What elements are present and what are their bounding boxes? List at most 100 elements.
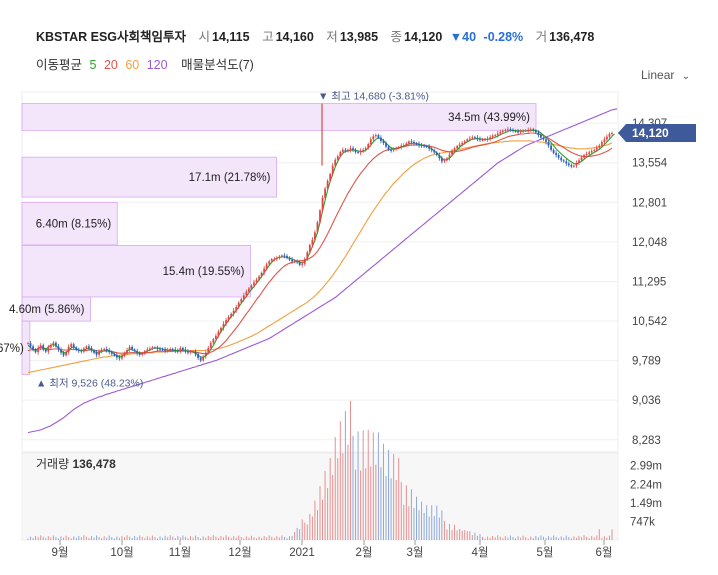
candle-body	[288, 257, 291, 260]
candle-body	[603, 139, 606, 142]
candle-body	[291, 259, 293, 262]
candle-body	[347, 149, 349, 151]
candle-body	[595, 147, 598, 150]
time-tick-label: 12월	[228, 546, 251, 559]
candle-body	[110, 352, 113, 354]
volume-profile-bar	[21, 201, 118, 246]
candle-body	[321, 197, 324, 211]
candle-body	[362, 149, 365, 151]
candle-body	[194, 351, 197, 355]
volume-profile-label: 34.5m (43.99%)	[448, 112, 530, 124]
candle-body	[390, 149, 392, 151]
candle-body	[161, 348, 164, 350]
candle-body	[372, 136, 375, 140]
candle-body	[90, 347, 93, 351]
candle-body	[42, 345, 45, 350]
candle-body	[133, 349, 136, 352]
candle-body	[179, 347, 182, 352]
time-tick-label: 4월	[472, 546, 489, 559]
ma120-line	[27, 108, 618, 434]
open-value: 14,115	[212, 30, 250, 44]
candle-body	[425, 146, 428, 148]
change-percent: -0.28%	[483, 30, 524, 44]
candle-body	[47, 347, 50, 352]
candle-body	[32, 346, 34, 350]
candle-body	[440, 158, 443, 162]
candle-body	[148, 348, 151, 350]
volume-profile-label: 4.60m (5.86%)	[9, 304, 85, 316]
candle-body	[326, 180, 329, 189]
candle-body	[314, 232, 316, 240]
ma120-legend: 120	[146, 58, 168, 72]
candle-body	[352, 148, 354, 150]
candle-body	[232, 310, 235, 314]
candle-body	[509, 129, 512, 131]
candle-body	[471, 137, 474, 139]
open-label: 시	[198, 30, 211, 44]
ma-legend[interactable]: 이동평균 5 20 60 120 매물분석도(7)	[36, 54, 258, 73]
candle-body	[93, 350, 95, 353]
candle-body	[443, 160, 446, 162]
candle-body	[105, 348, 108, 351]
candle-body	[189, 351, 192, 353]
candle-body	[349, 148, 352, 150]
candle-body	[522, 130, 525, 132]
time-tick-label: 2021	[289, 547, 315, 559]
candle-body	[446, 158, 448, 161]
candle-body	[248, 288, 250, 292]
candle-body	[466, 139, 469, 142]
candle-body	[70, 344, 73, 347]
candle-body	[174, 349, 177, 351]
candle-body	[545, 139, 547, 142]
candle-body	[527, 129, 530, 131]
candle-body	[103, 348, 106, 350]
candle-body	[258, 276, 260, 280]
candle-body	[49, 345, 52, 348]
ma60-legend: 60	[125, 58, 140, 72]
candle-body	[573, 165, 575, 167]
candle-body	[141, 353, 144, 355]
volume-tick-label: 2.99m	[630, 461, 662, 473]
price-tick-label: 10,542	[632, 316, 667, 328]
candle-body	[62, 352, 65, 356]
candle-body	[532, 129, 535, 131]
candle-body	[435, 152, 438, 156]
candle-body	[537, 132, 540, 136]
candle-body	[341, 149, 344, 152]
scale-dropdown[interactable]: Linear ⌄	[641, 68, 690, 82]
candle-body	[118, 357, 121, 359]
candle-body	[565, 161, 568, 164]
candle-body	[461, 142, 464, 145]
candle-body	[395, 148, 398, 150]
candle-body	[121, 355, 123, 359]
stock-header: KBSTAR ESG사회책임투자 시 14,115 고 14,160 저 13,985…	[36, 26, 594, 45]
candle-body	[514, 130, 517, 132]
candle-body	[146, 349, 149, 352]
candle-body	[303, 259, 306, 264]
candle-body	[275, 258, 278, 260]
candle-body	[489, 137, 492, 139]
candle-body	[29, 343, 32, 347]
candle-body	[296, 261, 299, 263]
candle-body	[319, 210, 321, 223]
candle-body	[606, 136, 608, 140]
candle-body	[555, 152, 558, 156]
candle-body	[557, 155, 560, 158]
candle-body	[65, 352, 67, 356]
candle-body	[339, 151, 342, 157]
candle-body	[151, 347, 154, 349]
volume-label: 거	[535, 30, 548, 44]
candle-body	[220, 327, 222, 332]
candle-body	[222, 323, 225, 328]
candle-body	[415, 143, 418, 145]
candle-body	[44, 349, 47, 352]
candle-body	[283, 255, 286, 257]
volume-profile-label: 15.4m (19.55%)	[163, 266, 245, 278]
candle-body	[131, 346, 134, 350]
candle-body	[519, 131, 522, 133]
candle-body	[499, 131, 502, 134]
scale-dropdown-label: Linear	[641, 68, 675, 82]
candle-body	[154, 347, 156, 349]
candle-body	[82, 348, 85, 352]
